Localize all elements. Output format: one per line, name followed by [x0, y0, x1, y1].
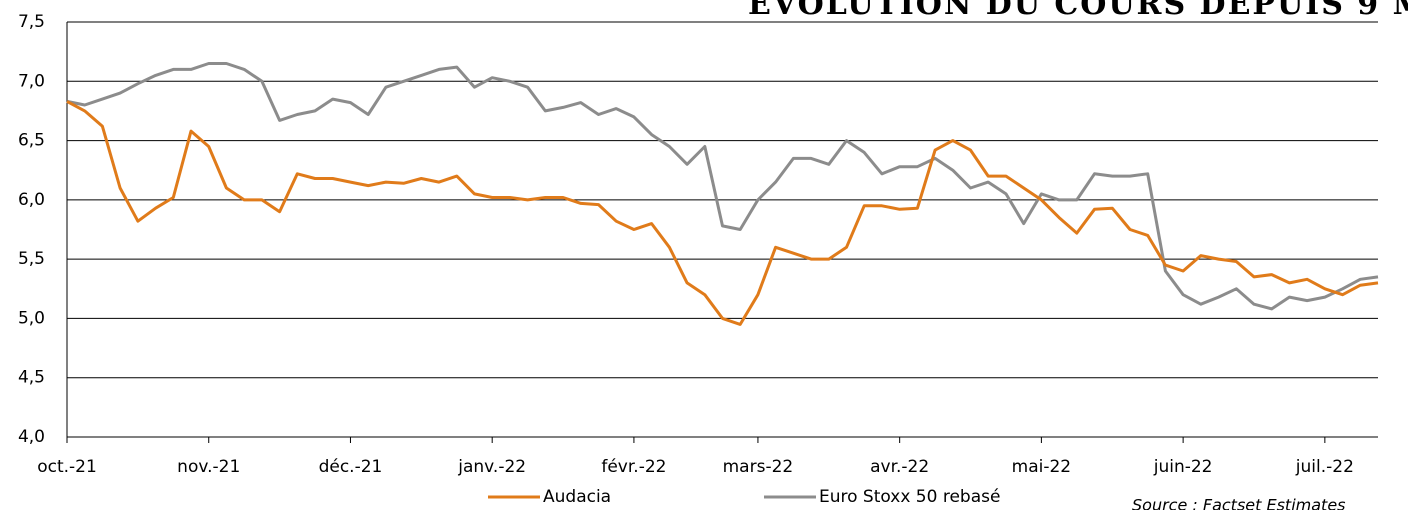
- series-line: [66, 62, 1379, 311]
- x-tick-label: déc.-21: [319, 457, 383, 477]
- y-tick-label: 6,5: [18, 131, 45, 151]
- y-tick-label: 7,5: [18, 12, 45, 32]
- source-note: Source : Factset Estimates: [1132, 496, 1346, 510]
- y-tick-label: 7,0: [18, 71, 45, 91]
- x-tick-label: oct.-21: [37, 457, 97, 477]
- y-tick-label: 5,0: [18, 308, 45, 328]
- legend-label: Euro Stoxx 50 rebasé: [819, 487, 1000, 507]
- chart-title: ÉVOLUTION DU COURS DEPUIS 9 M: [748, 0, 1408, 22]
- x-tick-label: févr.-22: [601, 457, 666, 477]
- x-tick-label: juil.-22: [1295, 457, 1354, 477]
- x-tick-label: nov.-21: [177, 457, 240, 477]
- y-tick-label: 5,5: [18, 249, 45, 269]
- y-tick-label: 4,5: [18, 368, 45, 388]
- legend-label: Audacia: [543, 487, 611, 507]
- x-tick-label: avr.-22: [870, 457, 929, 477]
- x-tick-label: juin-22: [1153, 457, 1213, 477]
- y-tick-label: 4,0: [18, 427, 45, 447]
- x-tick-label: janv.-22: [457, 457, 526, 477]
- y-tick-label: 6,0: [18, 190, 45, 210]
- x-tick-label: mai-22: [1012, 457, 1071, 477]
- series-line: [66, 100, 1379, 326]
- x-tick-label: mars-22: [723, 457, 794, 477]
